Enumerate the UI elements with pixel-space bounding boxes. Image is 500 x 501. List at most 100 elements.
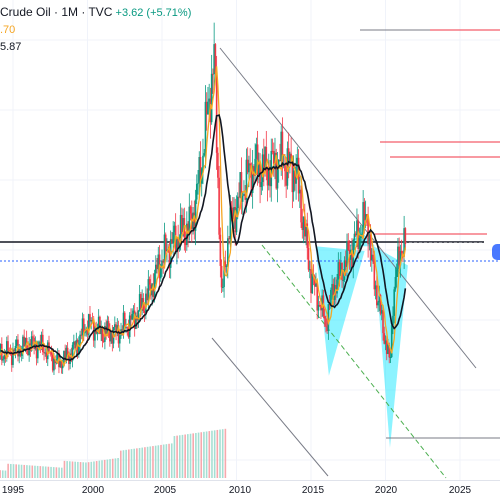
volume-bar (163, 445, 165, 478)
volume-bar (166, 444, 168, 478)
volume-bar (200, 432, 202, 478)
candle-body (190, 207, 192, 214)
candle-body (196, 184, 198, 200)
volume-bar (206, 431, 208, 478)
volume-bar (104, 460, 106, 478)
volume-bar (37, 466, 39, 478)
tick-label: 2015 (302, 485, 324, 496)
volume-bar (13, 464, 15, 478)
volume-bar (61, 468, 63, 478)
volume-bar (29, 465, 31, 478)
candle-body (221, 266, 223, 287)
volume-bar (158, 445, 160, 478)
volume-bar (45, 467, 47, 478)
volume-bar (136, 448, 138, 478)
candle-body (330, 290, 332, 305)
volume-bar (7, 464, 9, 478)
candle-body (2, 359, 4, 361)
candle-body (102, 329, 104, 341)
volume-bar (5, 471, 7, 478)
candle-body (361, 234, 363, 235)
candle-body (372, 255, 374, 260)
tick-label: 2025 (449, 485, 471, 496)
volume-bar (160, 445, 162, 478)
volume-bar (168, 444, 170, 478)
volume-bar (101, 460, 103, 478)
candle-body (359, 238, 361, 249)
candle-body (218, 178, 220, 235)
tick-label: 2005 (154, 485, 176, 496)
volume-bar (152, 446, 154, 478)
volume-bar (112, 459, 114, 478)
candle-body (393, 289, 395, 316)
volume-bar (90, 462, 92, 478)
candle-body (131, 314, 133, 320)
candle-body (249, 163, 251, 165)
candle-body (149, 279, 151, 285)
volume-bar (214, 430, 216, 478)
volume-bar (64, 461, 66, 478)
volume-bar (198, 433, 200, 478)
candle-body (261, 182, 263, 187)
volume-bar (40, 466, 42, 478)
volume-bar (48, 467, 50, 478)
volume-bar (107, 460, 109, 478)
volume-bar (147, 447, 149, 478)
candle-body (342, 280, 344, 281)
volume-bar (179, 435, 181, 478)
volume-bar (217, 430, 219, 478)
volume-bar (120, 451, 122, 478)
candle-body (197, 183, 199, 184)
volume-bar (74, 462, 76, 478)
candle-body (284, 165, 286, 171)
volume-bar (174, 436, 176, 478)
volume-bar (115, 458, 117, 478)
candle-body (207, 102, 209, 115)
price-change: +3.62 (+5.71%) (116, 7, 192, 19)
candle-body (300, 190, 302, 223)
candle-body (311, 274, 313, 293)
ma-slow-value: 5.87 (0, 39, 191, 56)
volume-bar (10, 464, 12, 478)
volume-bar (139, 448, 141, 478)
time-axis[interactable]: 1995 2000 2005 2010 2015 2020 2025 (0, 480, 500, 501)
price-chart[interactable] (0, 0, 500, 480)
candle-body (172, 232, 174, 243)
candle-body (220, 235, 222, 266)
volume-bar (15, 464, 17, 478)
volume-bar (208, 431, 210, 478)
candle-body (401, 251, 403, 253)
volume-bar (77, 462, 79, 478)
volume-bar (34, 466, 36, 478)
symbol-title[interactable]: Crude Oil · 1M · TVC (0, 5, 112, 19)
chart-legend: Crude Oil · 1M · TVC +3.62 (+5.71%) .70 … (0, 4, 191, 56)
volume-bar (0, 470, 1, 478)
volume-bar (219, 430, 221, 478)
candle-body (203, 153, 205, 156)
candle-body (32, 336, 34, 338)
candle-body (376, 285, 378, 305)
volume-bar (50, 467, 52, 478)
candle-body (165, 235, 167, 252)
candle-body (154, 273, 156, 296)
candle-body (211, 74, 213, 122)
candle-body (396, 269, 398, 277)
volume-bar (195, 433, 197, 478)
volume-bar (18, 465, 20, 478)
tick-label: 2000 (82, 485, 104, 496)
volume-bar (26, 465, 28, 478)
volume-bar (190, 434, 192, 478)
candle-body (237, 197, 239, 208)
volume-bar (93, 461, 95, 478)
candle-body (15, 346, 17, 351)
volume-bar (53, 467, 55, 478)
volume-bar (66, 461, 68, 478)
candle-body (405, 228, 407, 244)
candle-body (377, 302, 379, 305)
tick-label: 1995 (2, 485, 24, 496)
volume-bar (80, 462, 82, 478)
volume-bar (144, 447, 146, 478)
volume-bar (184, 435, 186, 479)
price-scale-handle[interactable] (492, 244, 500, 260)
volume-bar (182, 435, 184, 478)
